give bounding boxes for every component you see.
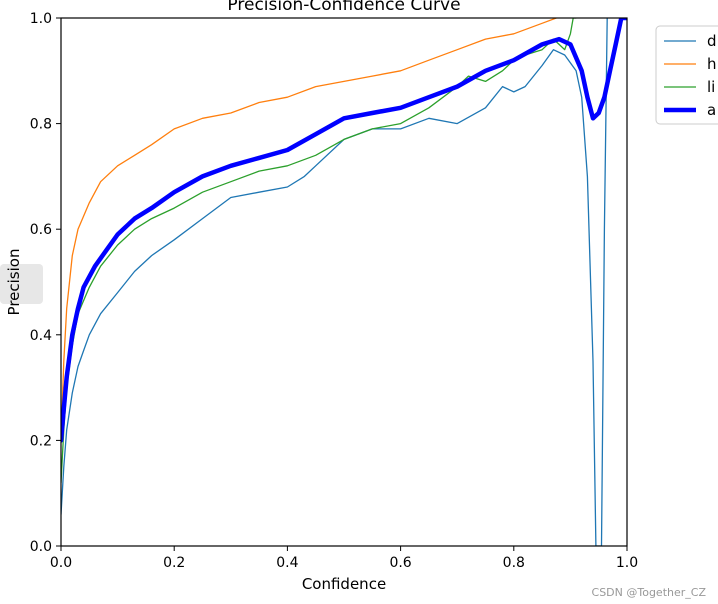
legend-label-a: a [707,101,716,119]
legend: dh li a [655,25,718,125]
x-tick-label: 0.0 [50,555,72,571]
x-tick-label: 0.6 [389,555,411,571]
x-tick-label: 1.0 [616,555,638,571]
x-tick-label: 0.8 [503,555,525,571]
legend-label-h: h [707,55,717,73]
y-tick-label: 1.0 [30,11,52,27]
legend-label-li: li [707,78,715,96]
series-line-a [61,18,627,443]
y-tick-label: 0.0 [30,539,52,555]
y-tick-label: 0.4 [30,328,52,344]
legend-label-d: d [707,32,717,50]
series-lines [61,18,627,546]
plot-frame [60,17,628,547]
y-axis-label: Precision [5,249,23,316]
axis-ticks: 0.0 0.2 0.4 0.6 0.8 1.0 0.0 0.2 0.4 0.6 0.8 1.0 [30,11,638,571]
x-tick-label: 0.4 [276,555,298,571]
chart-title: Precision-Confidence Curve [227,0,460,15]
series-line-h [61,18,557,442]
side-tab[interactable] [0,264,43,304]
legend-box [655,25,718,125]
y-tick-label: 0.6 [30,222,52,238]
x-tick-label: 0.2 [163,555,185,571]
series-line-d [61,18,608,546]
series-line-li [61,18,577,484]
x-axis-label: Confidence [302,575,386,593]
y-tick-label: 0.8 [30,117,52,133]
y-tick-label: 0.2 [30,433,52,449]
watermark-text: CSDN @Together_CZ [592,586,707,599]
